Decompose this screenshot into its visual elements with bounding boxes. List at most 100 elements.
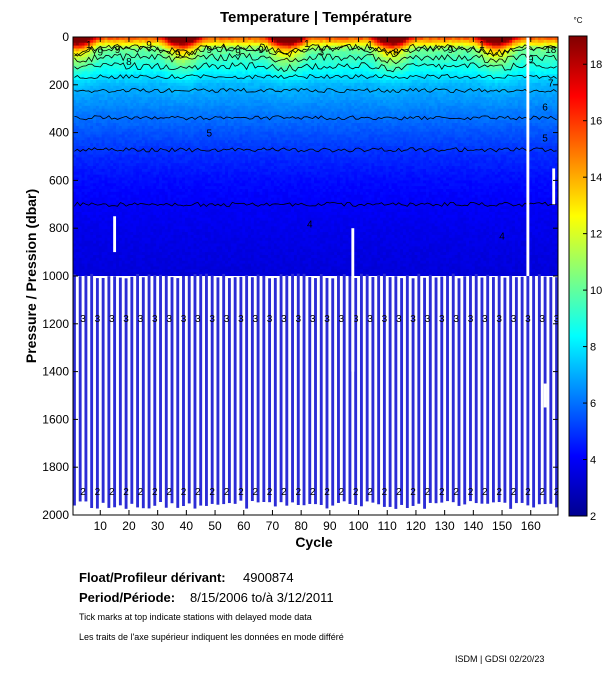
temperature-cell (84, 217, 88, 222)
temperature-cell (78, 206, 83, 210)
temperature-cell (73, 117, 77, 121)
temperature-cell (73, 249, 77, 253)
temperature-cell (113, 254, 117, 259)
temperature-cell (87, 123, 91, 127)
temperature-cell (78, 151, 83, 156)
temperature-cell (93, 120, 97, 124)
temperature-cell (104, 257, 109, 262)
temperature-cell (124, 125, 129, 130)
temperature-cell (121, 114, 126, 118)
temperature-cell (110, 180, 114, 184)
temperature-cell (95, 166, 100, 170)
temperature-cell (75, 68, 80, 73)
temperature-cell (113, 266, 117, 270)
temperature-cell (113, 94, 117, 98)
temperature-cell (116, 140, 120, 144)
temperature-cell (81, 200, 86, 204)
temperature-cell (98, 82, 103, 87)
temperature-cell (81, 48, 86, 52)
temperature-cell (113, 37, 117, 41)
temperature-cell (107, 183, 111, 187)
temperature-cell (87, 266, 91, 270)
temperature-cell (101, 177, 106, 181)
temperature-cell (121, 39, 126, 44)
temperature-cell (87, 125, 91, 130)
temperature-cell (116, 137, 120, 141)
temperature-cell (116, 54, 120, 58)
temperature-cell (93, 177, 97, 181)
temperature-cell (107, 51, 111, 55)
temperature-cell (90, 57, 94, 61)
temperature-cell (98, 100, 103, 104)
temperature-cell (90, 151, 94, 156)
temperature-cell (95, 131, 100, 136)
temperature-cell (113, 71, 117, 75)
temperature-cell (121, 269, 126, 273)
temperature-cell (118, 166, 123, 170)
temperature-cell (98, 203, 103, 207)
temperature-cell (104, 252, 109, 256)
temperature-cell (110, 105, 114, 110)
temperature-cell (101, 42, 106, 47)
temperature-cell (75, 108, 80, 113)
temperature-cell (121, 105, 126, 110)
temperature-cell (95, 254, 100, 259)
temperature-cell (84, 80, 88, 84)
temperature-cell (124, 137, 129, 141)
temperature-cell (121, 183, 126, 187)
temperature-cell (90, 97, 94, 101)
temperature-cell (81, 82, 86, 87)
temperature-cell (81, 39, 86, 44)
temperature-cell (98, 77, 103, 81)
temperature-cell (78, 263, 83, 268)
temperature-cell (84, 62, 88, 67)
temperature-cell (110, 151, 114, 156)
temperature-cell (90, 131, 94, 136)
temperature-cell (78, 140, 83, 144)
temperature-cell (75, 145, 80, 150)
temperature-cell (121, 220, 126, 225)
temperature-cell (81, 42, 86, 47)
temperature-cell (73, 266, 77, 270)
temperature-cell (81, 94, 86, 98)
temperature-cell (73, 154, 77, 159)
temperature-cell (104, 166, 109, 170)
temperature-cell (90, 211, 94, 216)
temperature-cell (90, 157, 94, 161)
temperature-cell (113, 65, 117, 70)
temperature-cell (95, 154, 100, 159)
temperature-cell (73, 80, 77, 84)
temperature-cell (124, 128, 129, 133)
temperature-cell (93, 200, 97, 204)
temperature-cell (101, 237, 106, 242)
temperature-cell (116, 85, 120, 90)
temperature-cell (101, 197, 106, 202)
temperature-cell (113, 143, 117, 147)
temperature-cell (95, 51, 100, 55)
temperature-cell (121, 200, 126, 204)
temperature-cell (101, 37, 106, 41)
temperature-cell (104, 234, 109, 239)
temperature-cell (95, 197, 100, 202)
temperature-cell (124, 243, 129, 247)
temperature-cell (110, 59, 114, 64)
temperature-cell (84, 194, 88, 199)
temperature-cell (113, 209, 117, 213)
temperature-cell (84, 272, 88, 276)
temperature-cell (78, 137, 83, 141)
temperature-cell (124, 74, 129, 78)
temperature-cell (121, 68, 126, 73)
temperature-cell (75, 217, 80, 222)
temperature-cell (78, 131, 83, 136)
temperature-cell (73, 260, 77, 265)
temperature-cell (95, 211, 100, 216)
temperature-cell (104, 134, 109, 138)
temperature-cell (121, 42, 126, 47)
temperature-cell (118, 189, 123, 193)
temperature-cell (95, 168, 100, 173)
temperature-cell (124, 220, 129, 225)
temperature-cell (75, 263, 80, 268)
temperature-cell (113, 123, 117, 127)
temperature-cell (84, 254, 88, 259)
temperature-cell (73, 263, 77, 268)
